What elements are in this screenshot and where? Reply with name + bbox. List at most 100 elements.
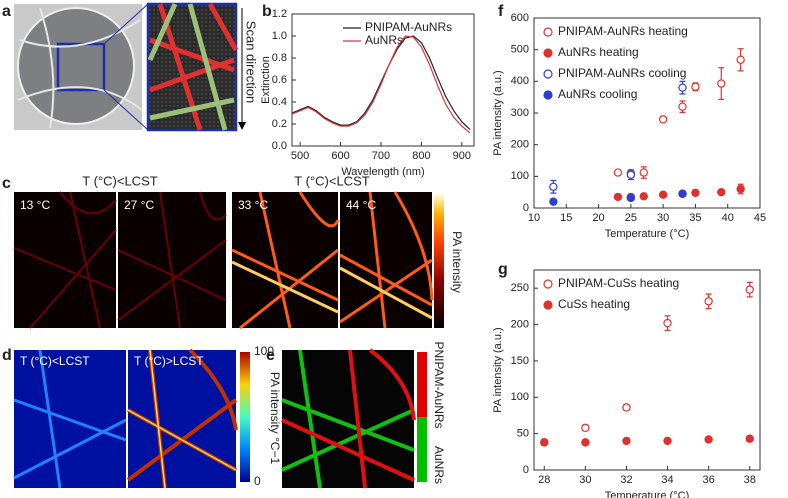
y-tick-label: 0 bbox=[523, 202, 529, 214]
y-tick-label: 0 bbox=[523, 464, 529, 476]
y-tick-label: 1.0 bbox=[272, 30, 287, 42]
marker bbox=[745, 285, 754, 294]
y-tick-label: 200 bbox=[511, 139, 529, 151]
marker bbox=[736, 184, 745, 194]
x-tick-label: 20 bbox=[592, 212, 604, 224]
y-tick-label: 500 bbox=[511, 44, 529, 56]
marker bbox=[663, 436, 672, 446]
marker bbox=[658, 190, 668, 199]
y-axis-label: PA intensity (a.u.) bbox=[492, 70, 504, 155]
x-tick-label: 800 bbox=[412, 150, 430, 162]
x-tick-label: 45 bbox=[754, 212, 766, 224]
panel-header: T (°C)>LCST bbox=[134, 354, 204, 368]
marker bbox=[549, 182, 558, 191]
colorbar-label: PA intensity °C−1 bbox=[268, 372, 282, 465]
overlay-image bbox=[281, 348, 427, 489]
colorbar-label: PNIPAM-AuNRs bbox=[432, 341, 446, 428]
line bbox=[291, 35, 471, 130]
legend-label: AuNRs heating bbox=[558, 45, 639, 59]
marker bbox=[639, 192, 648, 201]
legend-swatch bbox=[543, 48, 553, 58]
y-tick-label: 1.2 bbox=[272, 8, 287, 20]
y-tick-label: 400 bbox=[511, 75, 529, 87]
marker bbox=[549, 197, 558, 206]
legend-swatch bbox=[543, 69, 553, 79]
legend-label: PNIPAM-AuNRs bbox=[365, 20, 452, 34]
x-tick-label: 40 bbox=[722, 212, 734, 224]
x-tick-label: 36 bbox=[703, 474, 715, 486]
plot-frame bbox=[533, 269, 761, 471]
marker bbox=[704, 435, 713, 444]
colorbar-tick-label: 100 bbox=[254, 344, 274, 358]
temp-label: 13 °C bbox=[20, 198, 50, 212]
marker bbox=[745, 434, 754, 443]
panel-label: g bbox=[498, 261, 508, 278]
legend-label: PNIPAM-AuNRs cooling bbox=[558, 66, 686, 80]
y-tick-label: 600 bbox=[511, 12, 529, 24]
y-tick-label: 0.8 bbox=[272, 52, 287, 64]
marker bbox=[691, 82, 700, 91]
y-axis-label: Extinction bbox=[260, 56, 272, 104]
x-tick-label: 500 bbox=[291, 150, 309, 162]
marker bbox=[658, 115, 668, 124]
panel-header: T (°C)<LCST bbox=[294, 173, 369, 188]
y-tick-label: 300 bbox=[511, 107, 529, 119]
y-axis-label: PA intensity (a.u.) bbox=[492, 327, 504, 412]
legend-label: CuSs heating bbox=[558, 297, 630, 311]
x-tick-label: 10 bbox=[528, 212, 540, 224]
marker bbox=[717, 187, 726, 197]
x-tick-label: 900 bbox=[453, 150, 471, 162]
marker bbox=[678, 189, 687, 198]
marker bbox=[613, 192, 623, 202]
marker bbox=[717, 79, 726, 88]
marker bbox=[540, 438, 549, 447]
x-tick-label: 28 bbox=[538, 474, 550, 486]
marker bbox=[678, 83, 687, 92]
rate-images bbox=[13, 348, 250, 489]
y-tick-label: 50 bbox=[517, 428, 529, 440]
x-tick-label: 30 bbox=[657, 212, 669, 224]
marker bbox=[613, 168, 623, 177]
y-tick-label: 0.4 bbox=[272, 96, 287, 108]
panel-label: b bbox=[262, 3, 272, 20]
y-tick-label: 150 bbox=[511, 355, 529, 367]
panel-label: c bbox=[2, 175, 11, 192]
marker bbox=[581, 438, 590, 447]
marker bbox=[622, 403, 631, 412]
legend-label: PNIPAM-CuSs heating bbox=[558, 276, 679, 290]
x-axis-label: Temperature (°C) bbox=[605, 228, 689, 240]
legend-swatch bbox=[543, 300, 553, 310]
marker bbox=[663, 318, 672, 328]
y-tick-label: 0.2 bbox=[272, 118, 287, 130]
x-tick-label: 32 bbox=[620, 474, 632, 486]
x-tick-label: 38 bbox=[744, 474, 756, 486]
photo bbox=[14, 2, 246, 132]
marker bbox=[622, 436, 631, 446]
y-tick-label: 250 bbox=[511, 282, 529, 294]
pa-images bbox=[13, 191, 444, 330]
panel-header: T (°C)<LCST bbox=[20, 354, 90, 368]
y-tick-label: 0.0 bbox=[272, 140, 287, 152]
line bbox=[291, 35, 471, 134]
panel-label: d bbox=[2, 347, 12, 364]
legend-label: AuNRs cooling bbox=[558, 87, 637, 101]
legend-label: PNIPAM-AuNRs heating bbox=[558, 24, 688, 38]
x-tick-label: 15 bbox=[560, 212, 572, 224]
panel-label: f bbox=[498, 3, 504, 20]
x-tick-label: 30 bbox=[579, 474, 591, 486]
x-tick-label: 35 bbox=[689, 212, 701, 224]
marker bbox=[581, 423, 590, 433]
temp-label: 27 °C bbox=[124, 198, 154, 212]
marker bbox=[639, 168, 648, 177]
marker bbox=[736, 55, 745, 65]
y-tick-label: 100 bbox=[511, 170, 529, 182]
colorbar-tick-label: 0 bbox=[254, 474, 261, 488]
legend-swatch bbox=[543, 279, 553, 289]
panel-label: e bbox=[266, 347, 275, 364]
x-tick-label: 700 bbox=[372, 150, 390, 162]
panel-label: a bbox=[2, 3, 11, 20]
x-tick-label: 34 bbox=[661, 474, 673, 486]
x-axis-label: Wavelength (nm) bbox=[341, 166, 424, 178]
colorbar-label: AuNRs bbox=[432, 446, 446, 484]
